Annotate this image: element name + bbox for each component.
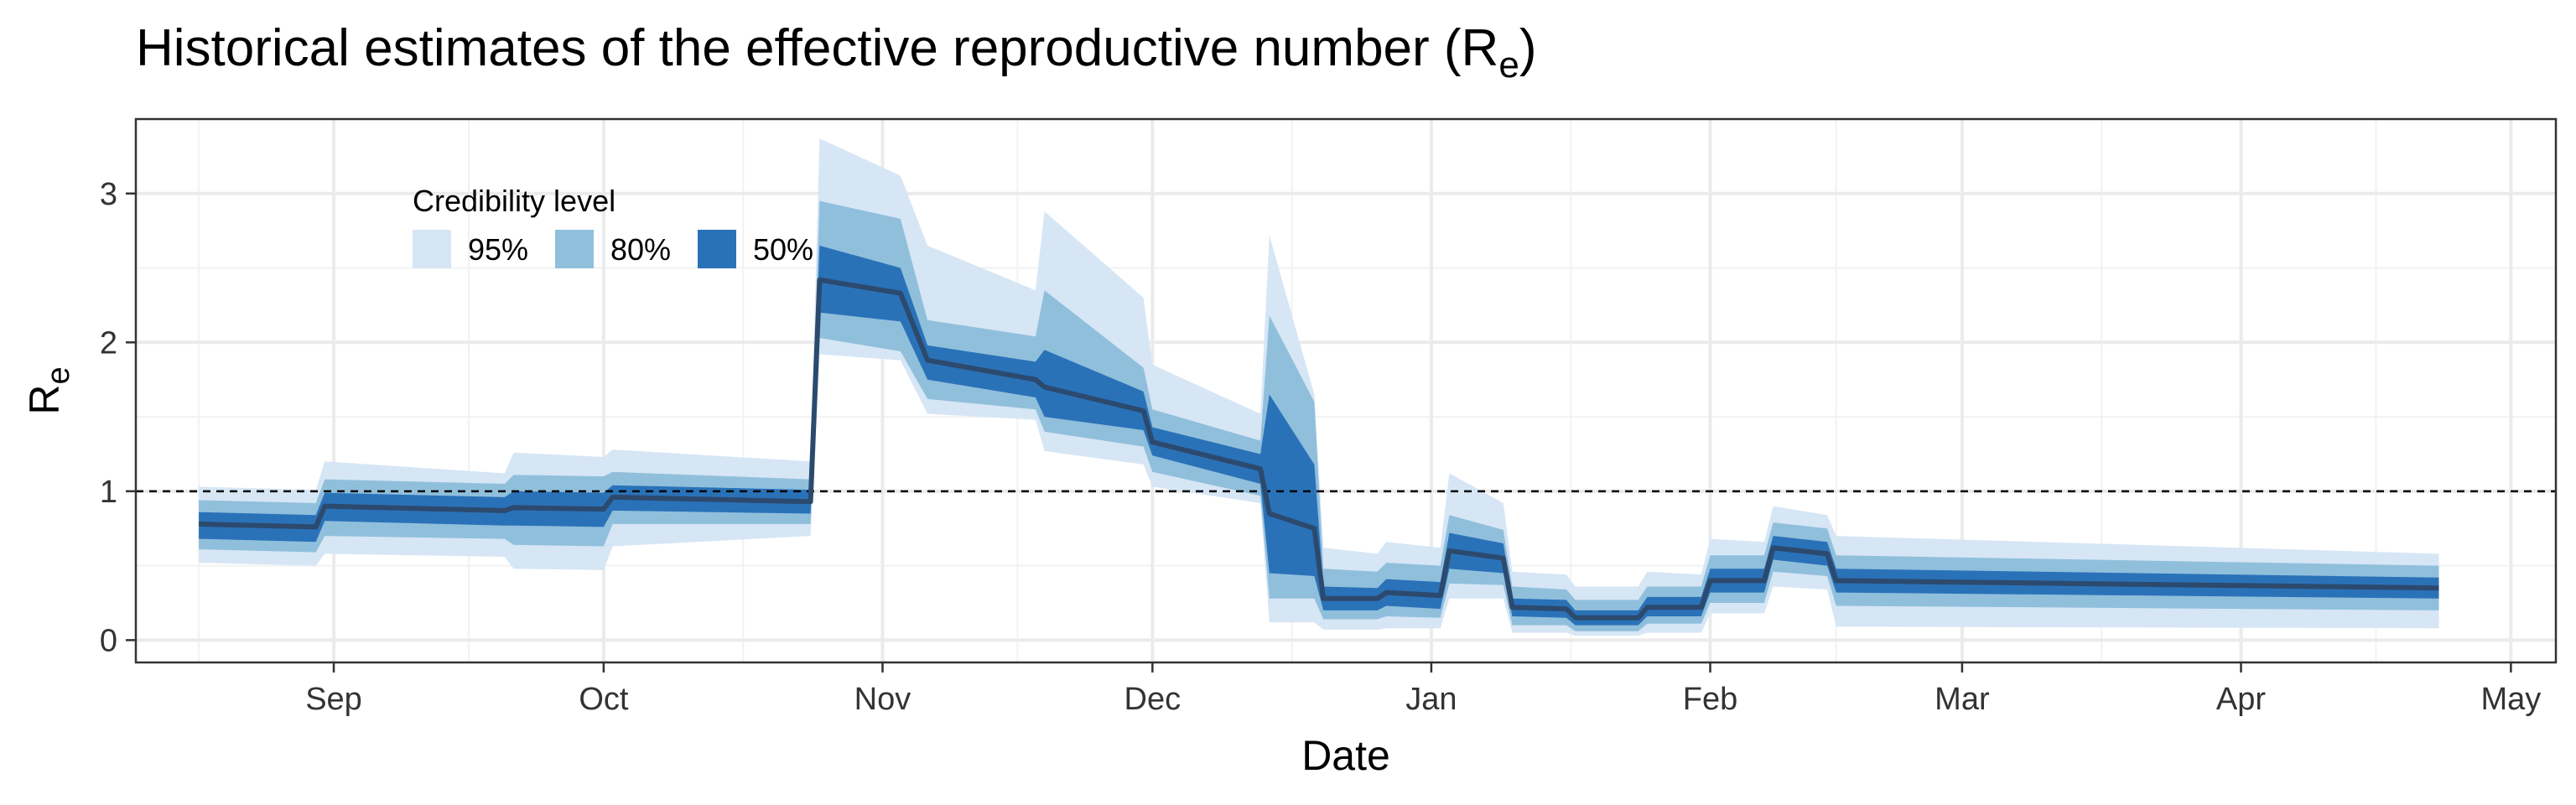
x-tick-label: Apr — [2216, 682, 2266, 717]
x-tick-label: Mar — [1935, 682, 1990, 717]
y-tick-label: 1 — [100, 475, 117, 510]
median-re-line — [199, 277, 2439, 621]
y-axis-title-main: R — [21, 385, 68, 415]
y-tick-label: 3 — [100, 177, 117, 212]
legend-label-80: 80% — [610, 232, 671, 267]
y-axis-title: Re — [21, 366, 76, 414]
x-tick-label: May — [2480, 682, 2541, 717]
x-tick-label: Oct — [579, 682, 629, 717]
band-80 — [199, 200, 2439, 631]
legend-label-95: 95% — [468, 232, 528, 267]
chart-title-main: Historical estimates of the effective re… — [136, 19, 1498, 77]
x-tick-label: Nov — [854, 682, 911, 717]
y-axis-title-subscript: e — [41, 366, 76, 384]
x-tick-label: Jan — [1405, 682, 1457, 717]
x-axis: Sep Oct Nov Dec Jan Feb Mar Apr May — [305, 662, 2541, 717]
y-axis: 0 1 2 3 — [100, 177, 136, 658]
x-tick-label: Sep — [305, 682, 362, 717]
chart-title-subscript: e — [1498, 44, 1519, 86]
legend: Credibility level 95% 80% 50% — [413, 184, 813, 268]
legend-entries: 95% 80% 50% — [413, 230, 813, 268]
plot-border — [134, 117, 2558, 664]
x-tick-label: Dec — [1124, 682, 1182, 717]
x-tick-label: Feb — [1683, 682, 1737, 717]
legend-swatch-50 — [698, 230, 736, 268]
legend-label-50: 50% — [753, 232, 813, 267]
y-tick-label: 0 — [100, 623, 117, 658]
x-axis-title: Date — [1301, 732, 1390, 779]
legend-swatch-80 — [555, 230, 594, 268]
legend-title: Credibility level — [413, 184, 615, 218]
chart-title-suffix: ) — [1519, 19, 1537, 77]
y-tick-label: 2 — [100, 325, 117, 361]
legend-swatch-95 — [413, 230, 451, 268]
chart-title: Historical estimates of the effective re… — [136, 19, 1536, 86]
